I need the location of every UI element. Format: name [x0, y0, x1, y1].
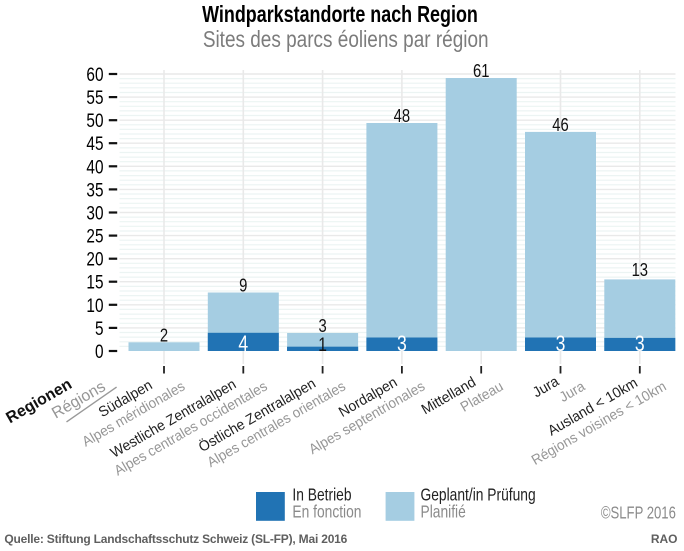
svg-text:©SLFP 2016: ©SLFP 2016 — [601, 504, 676, 523]
svg-text:Sites des parcs éoliens par ré: Sites des parcs éoliens par région — [203, 27, 489, 52]
svg-text:35: 35 — [86, 179, 103, 201]
svg-text:13: 13 — [632, 260, 648, 281]
svg-text:Quelle: Stiftung Landschaftssc: Quelle: Stiftung Landschaftsschutz Schwe… — [4, 532, 347, 546]
svg-text:2: 2 — [160, 325, 168, 346]
svg-text:Windparkstandorte nach Region: Windparkstandorte nach Region — [202, 2, 478, 28]
svg-text:0: 0 — [95, 340, 104, 362]
svg-text:3: 3 — [556, 332, 566, 356]
svg-text:55: 55 — [86, 86, 103, 108]
svg-text:3: 3 — [635, 332, 645, 356]
svg-text:Planifié: Planifié — [421, 503, 466, 522]
svg-text:46: 46 — [552, 114, 568, 135]
svg-text:4: 4 — [238, 332, 248, 356]
svg-text:En fonction: En fonction — [292, 503, 361, 522]
svg-text:10: 10 — [86, 294, 103, 316]
svg-text:50: 50 — [86, 110, 103, 132]
svg-text:15: 15 — [86, 271, 103, 293]
svg-text:3: 3 — [318, 315, 326, 336]
svg-text:20: 20 — [86, 248, 103, 270]
svg-text:40: 40 — [86, 156, 103, 178]
svg-text:RAO: RAO — [651, 532, 678, 546]
svg-text:Geplant/in Prüfung: Geplant/in Prüfung — [421, 486, 536, 505]
svg-text:9: 9 — [239, 275, 247, 296]
svg-text:5: 5 — [95, 317, 104, 339]
svg-text:48: 48 — [394, 105, 410, 126]
svg-text:3: 3 — [397, 332, 407, 356]
svg-text:In Betrieb: In Betrieb — [292, 486, 351, 505]
svg-text:30: 30 — [86, 202, 103, 224]
svg-text:25: 25 — [86, 225, 103, 247]
svg-text:60: 60 — [86, 63, 103, 85]
svg-text:1: 1 — [318, 333, 327, 355]
svg-text:45: 45 — [86, 133, 103, 155]
svg-text:61: 61 — [473, 60, 489, 81]
